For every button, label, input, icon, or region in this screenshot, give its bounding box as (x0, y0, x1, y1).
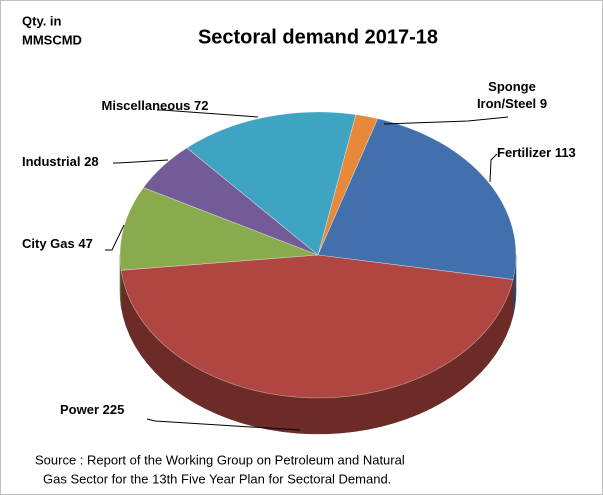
data-label: Sponge Iron/Steel 9 (462, 78, 562, 112)
leader-line (105, 224, 125, 251)
value-label: 72 (194, 98, 209, 113)
leader-line (146, 418, 301, 431)
label-box: Miscellaneous 72 (95, 97, 215, 114)
label-box: City Gas 47 (22, 235, 122, 252)
value-label: 225 (102, 402, 125, 417)
pie-slice (120, 254, 514, 399)
value-label: 9 (539, 96, 548, 111)
label-box: Power 225 (60, 401, 170, 418)
category-label: City Gas (22, 236, 75, 251)
category-label: Miscellaneous (101, 98, 191, 113)
data-label: Fertilizer 113 (497, 144, 603, 161)
unit-label: MMSCMD (22, 32, 82, 47)
value-label: 113 (554, 145, 576, 160)
data-label: Miscellaneous 72 (95, 97, 215, 114)
category-label: Sponge Iron/Steel (476, 79, 537, 111)
leader-line (157, 109, 259, 118)
unit-label: Qty. in (22, 13, 62, 28)
label-box: Fertilizer 113 (497, 144, 603, 161)
data-label: Industrial 28 (22, 153, 122, 170)
source-note: Source : Report of the Working Group on … (35, 452, 405, 467)
leader-line (113, 159, 169, 164)
pie-slice (317, 118, 517, 280)
label-box: Industrial 28 (22, 153, 122, 170)
leader-line (383, 116, 509, 125)
pie-slice (119, 187, 319, 271)
value-label: 28 (84, 154, 99, 169)
label-box: Sponge Iron/Steel 9 (462, 78, 562, 112)
category-label: Fertilizer (497, 145, 552, 160)
source-note: Gas Sector for the 13th Five Year Plan f… (43, 471, 391, 486)
category-label: Power (60, 402, 100, 417)
category-label: Industrial (22, 154, 81, 169)
pie-slice (186, 111, 357, 256)
value-label: 47 (78, 236, 93, 251)
chart-title: Sectoral demand 2017-18 (198, 26, 438, 48)
data-label: City Gas 47 (22, 235, 122, 252)
data-label: Power 225 (60, 401, 170, 418)
leader-line (489, 153, 498, 183)
